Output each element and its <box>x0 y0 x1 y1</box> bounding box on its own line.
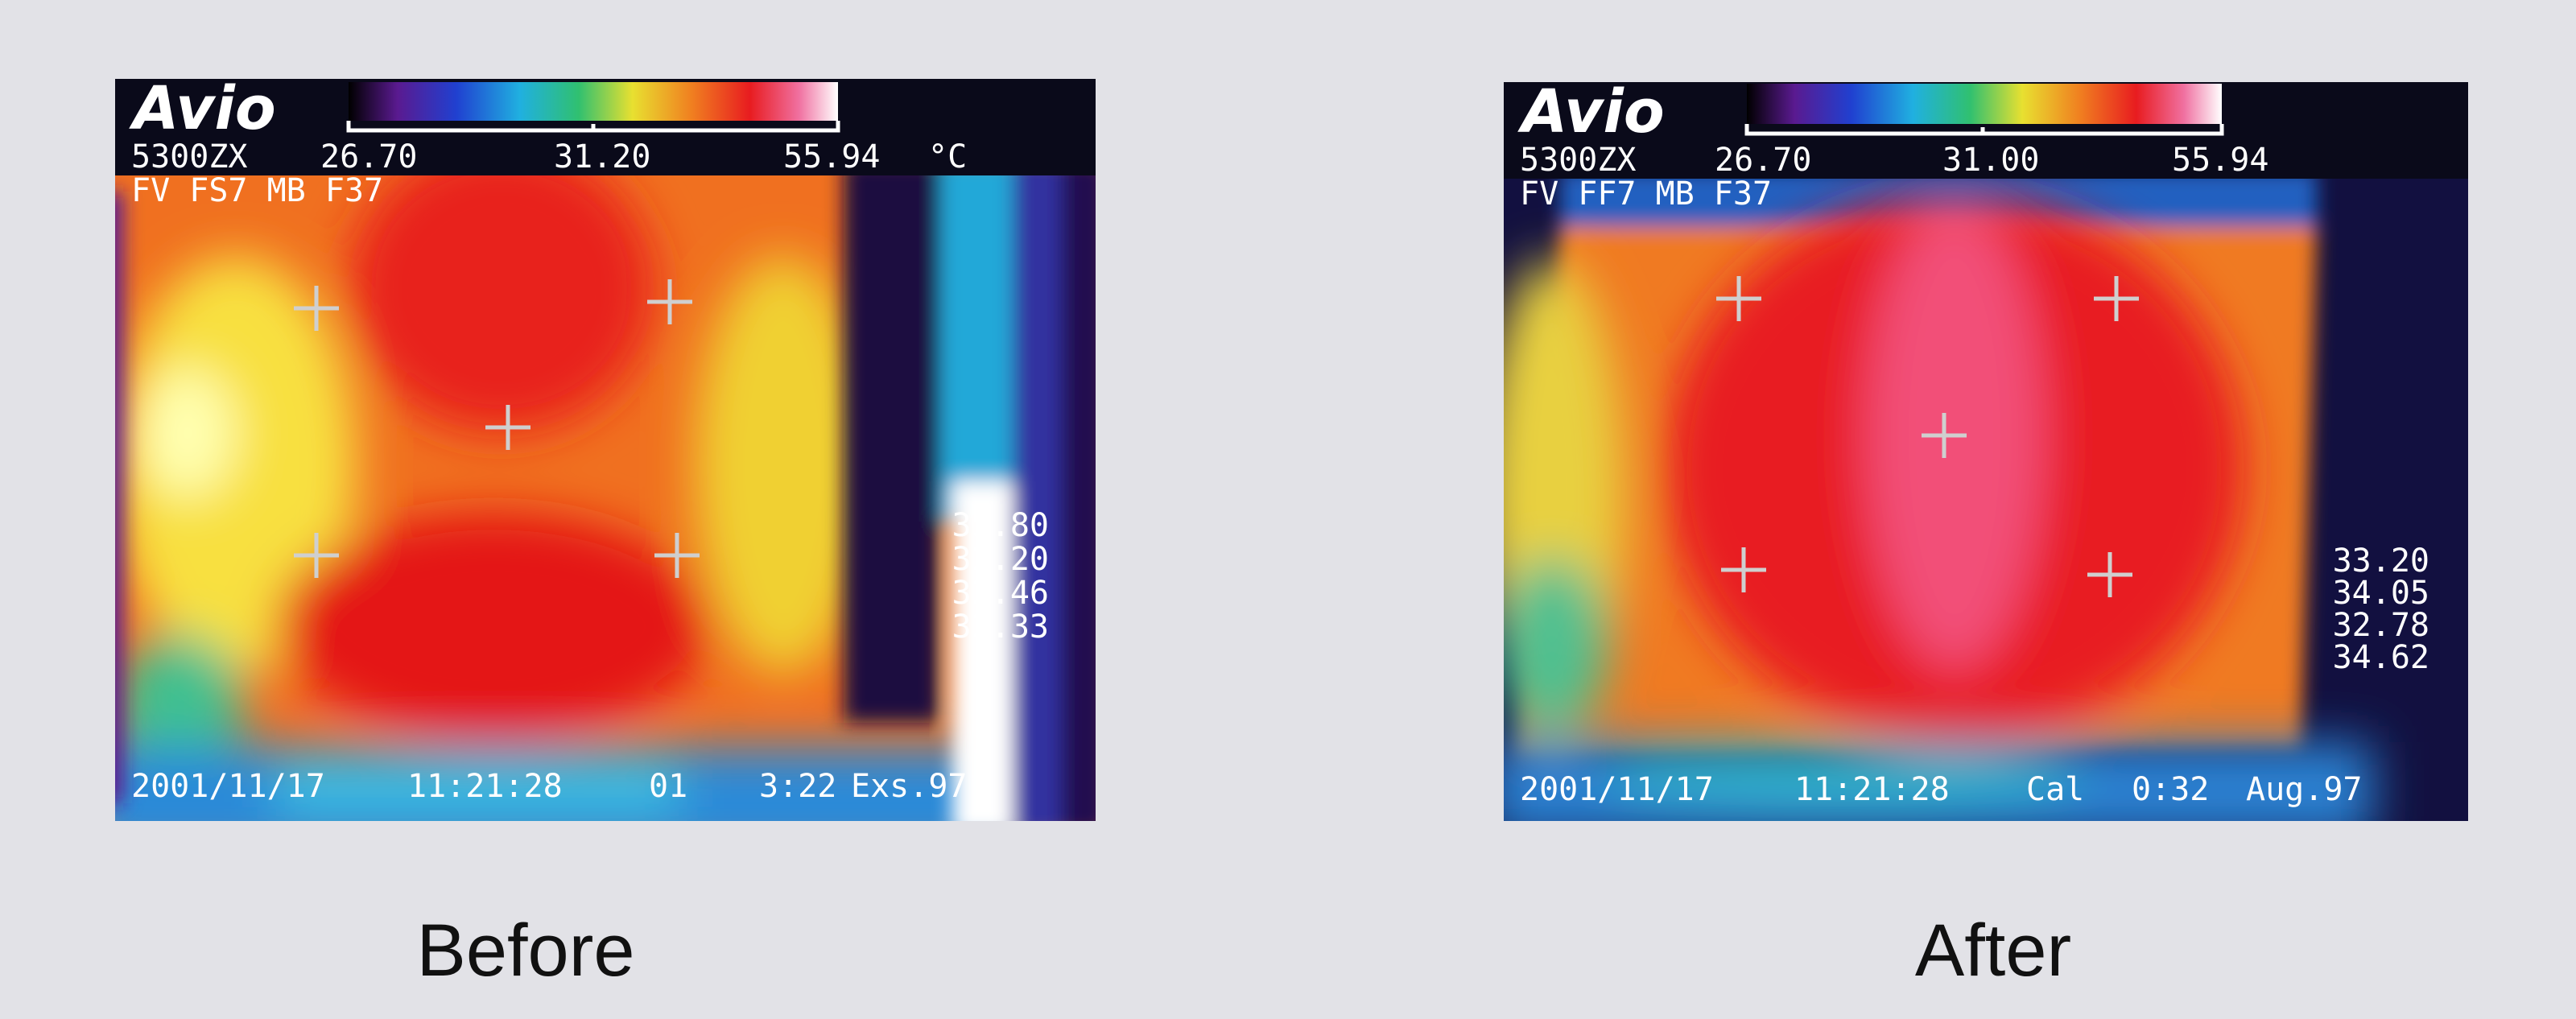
scale-value: 55.94 <box>2172 142 2268 179</box>
footer-text: 2001/11/17 <box>1520 771 1714 808</box>
color-scale <box>1747 84 2222 124</box>
scale-bracket <box>346 121 840 133</box>
panel-caption: Before <box>416 910 634 992</box>
scale-value: 31.00 <box>1942 142 2039 179</box>
camera-model: 5300ZX <box>131 138 248 175</box>
reading-value: 32.78 <box>2333 607 2429 644</box>
scale-value: 26.70 <box>320 138 417 175</box>
footer-text: 2001/11/17 <box>131 768 325 805</box>
footer-text: 3:22 <box>759 768 836 805</box>
settings-text: FV FS7 MB F37 <box>131 172 383 209</box>
brand-logo: Avio <box>1517 77 1665 146</box>
brand-logo: Avio <box>129 74 276 143</box>
footer-text: 01 <box>649 768 687 805</box>
thermal-image <box>1504 179 2468 821</box>
reading-value: 32.20 <box>952 541 1049 578</box>
settings-text: FV FF7 MB F37 <box>1520 175 1772 212</box>
camera-model: 5300ZX <box>1520 142 1637 179</box>
scale-value: 31.20 <box>554 138 650 175</box>
footer-text: 11:21:28 <box>1794 771 1950 808</box>
reading-value: 33.20 <box>2333 543 2429 580</box>
scale-bracket <box>1744 124 2224 136</box>
footer-text: 0:32 <box>2132 771 2209 808</box>
scale-value: 55.94 <box>783 138 880 175</box>
reading-value: 34.62 <box>2333 639 2429 676</box>
thermal-image <box>115 175 1096 821</box>
reading-value: 32.33 <box>952 609 1049 646</box>
footer-text: Aug.97 <box>2246 771 2363 808</box>
footer-text: Exs.97 <box>851 768 968 805</box>
scale-value: 26.70 <box>1715 142 1811 179</box>
reading-value: 32.46 <box>952 575 1049 612</box>
crosshairs <box>294 279 700 578</box>
crosshairs <box>1716 276 2139 597</box>
panel-caption: After <box>1915 910 2071 992</box>
reading-value: 34.05 <box>2333 575 2429 612</box>
footer-text: 11:21:28 <box>407 768 563 805</box>
footer-text: Cal <box>2026 771 2084 808</box>
scale-unit: °C <box>928 138 967 175</box>
reading-value: 33.80 <box>952 507 1049 544</box>
color-scale <box>349 82 838 121</box>
